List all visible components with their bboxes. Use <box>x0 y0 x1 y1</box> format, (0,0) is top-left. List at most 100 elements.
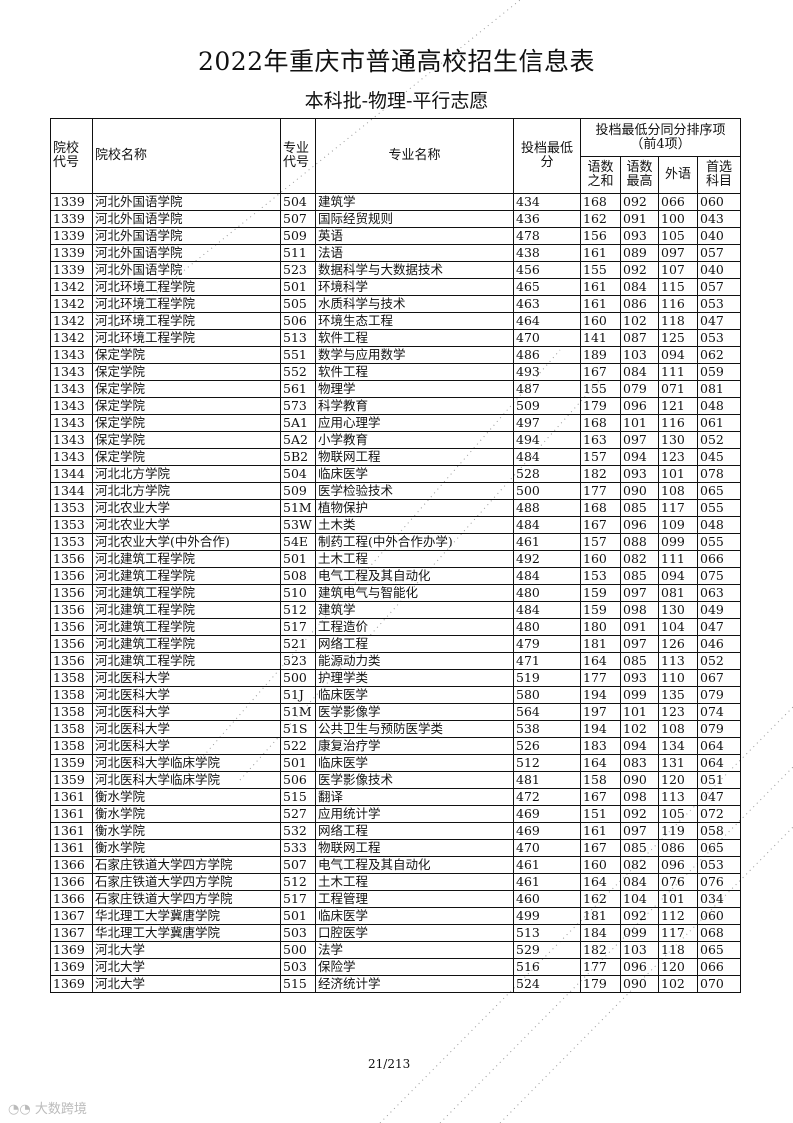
cell-major-code: 513 <box>280 329 316 347</box>
cell-major-code: 54E <box>280 533 316 551</box>
cell-foreign-score: 071 <box>658 380 698 398</box>
cell-yushu-sum: 141 <box>580 329 621 347</box>
cell-yushu-max: 085 <box>620 567 659 585</box>
cell-first-subject-score: 055 <box>696 533 742 551</box>
table-row: 1361 衡水学院 527 应用统计学 469 151 092 105 072 <box>50 805 742 823</box>
cell-major-code: 523 <box>280 652 316 670</box>
cell-min-score: 472 <box>513 788 581 806</box>
cell-school-name: 河北外国语学院 <box>92 193 281 211</box>
cell-major-code: 517 <box>280 890 316 908</box>
cell-first-subject-score: 081 <box>696 380 742 398</box>
cell-first-subject-score: 074 <box>696 703 742 721</box>
cell-school-name: 石家庄铁道大学四方学院 <box>92 856 281 874</box>
cell-foreign-score: 123 <box>658 703 698 721</box>
cell-min-score: 460 <box>513 890 581 908</box>
cell-yushu-sum: 182 <box>580 941 621 959</box>
cell-first-subject-score: 075 <box>696 567 742 585</box>
cell-school-code: 1343 <box>50 448 93 466</box>
cell-yushu-max: 090 <box>620 482 659 500</box>
cell-min-score: 512 <box>513 754 581 772</box>
cell-yushu-max: 104 <box>620 890 659 908</box>
cell-major-name: 国际经贸规则 <box>315 210 514 228</box>
cell-yushu-sum: 164 <box>580 754 621 772</box>
cell-foreign-score: 120 <box>658 958 698 976</box>
cell-yushu-sum: 189 <box>580 346 621 364</box>
cell-major-code: 522 <box>280 737 316 755</box>
cell-major-name: 经济统计学 <box>315 975 514 993</box>
cell-yushu-sum: 161 <box>580 822 621 840</box>
cell-school-name: 河北农业大学 <box>92 516 281 534</box>
cell-yushu-sum: 181 <box>580 635 621 653</box>
cell-foreign-score: 113 <box>658 652 698 670</box>
cell-major-name: 口腔医学 <box>315 924 514 942</box>
table-row: 1361 衡水学院 515 翻译 472 167 098 113 047 <box>50 788 742 806</box>
table-row: 1353 河北农业大学(中外合作) 54E 制药工程(中外合作办学) 461 157 088… <box>50 533 742 551</box>
cell-school-name: 河北大学 <box>92 975 281 993</box>
cell-foreign-score: 111 <box>658 550 698 568</box>
cell-school-name: 保定学院 <box>92 397 281 415</box>
cell-school-name: 保定学院 <box>92 346 281 364</box>
cell-major-name: 应用心理学 <box>315 414 514 432</box>
cell-first-subject-score: 034 <box>696 890 742 908</box>
cell-major-code: 509 <box>280 227 316 245</box>
cell-school-name: 保定学院 <box>92 363 281 381</box>
cell-school-name: 河北农业大学(中外合作) <box>92 533 281 551</box>
cell-min-score: 480 <box>513 618 581 636</box>
cell-foreign-score: 119 <box>658 822 698 840</box>
cell-yushu-sum: 177 <box>580 482 621 500</box>
cell-yushu-max: 094 <box>620 737 659 755</box>
table-row: 1369 河北大学 500 法学 529 182 103 118 065 <box>50 941 742 959</box>
cell-major-name: 临床医学 <box>315 907 514 925</box>
table-row: 1339 河北外国语学院 523 数据科学与大数据技术 456 155 092 107 040 <box>50 261 742 279</box>
cell-school-code: 1353 <box>50 499 93 517</box>
table-row: 1367 华北理工大学冀唐学院 501 临床医学 499 181 092 112 060 <box>50 907 742 925</box>
cell-school-code: 1342 <box>50 329 93 347</box>
cell-yushu-sum: 194 <box>580 720 621 738</box>
cell-major-code: 517 <box>280 618 316 636</box>
cell-min-score: 580 <box>513 686 581 704</box>
cell-min-score: 564 <box>513 703 581 721</box>
cell-school-code: 1344 <box>50 465 93 483</box>
cell-foreign-score: 118 <box>658 941 698 959</box>
cell-school-code: 1366 <box>50 873 93 891</box>
cell-yushu-sum: 158 <box>580 771 621 789</box>
cell-school-name: 河北建筑工程学院 <box>92 584 281 602</box>
cell-yushu-max: 093 <box>620 227 659 245</box>
cell-yushu-sum: 160 <box>580 856 621 874</box>
cell-min-score: 487 <box>513 380 581 398</box>
page-title: 2022年重庆市普通高校招生信息表 <box>197 47 596 76</box>
cell-yushu-sum: 182 <box>580 465 621 483</box>
cell-major-code: 5A1 <box>280 414 316 432</box>
cell-foreign-score: 117 <box>658 924 698 942</box>
cell-foreign-score: 101 <box>658 890 698 908</box>
cell-major-name: 建筑学 <box>315 193 514 211</box>
cell-major-name: 小学教育 <box>315 431 514 449</box>
cell-school-name: 河北建筑工程学院 <box>92 550 281 568</box>
cell-school-name: 河北医科大学 <box>92 703 281 721</box>
cell-foreign-score: 115 <box>658 278 698 296</box>
cell-yushu-sum: 159 <box>580 601 621 619</box>
table-row: 1344 河北北方学院 509 医学检验技术 500 177 090 108 065 <box>50 482 742 500</box>
cell-min-score: 470 <box>513 839 581 857</box>
cell-major-code: 504 <box>280 465 316 483</box>
cell-min-score: 463 <box>513 295 581 313</box>
cell-major-code: 51J <box>280 686 316 704</box>
cell-school-code: 1343 <box>50 397 93 415</box>
cell-foreign-score: 130 <box>658 431 698 449</box>
cell-min-score: 434 <box>513 193 581 211</box>
cell-first-subject-score: 053 <box>696 329 742 347</box>
cell-yushu-sum: 155 <box>580 380 621 398</box>
cell-first-subject-score: 053 <box>696 856 742 874</box>
cell-major-name: 环境生态工程 <box>315 312 514 330</box>
table-row: 1343 保定学院 573 科学教育 509 179 096 121 048 <box>50 397 742 415</box>
table-row: 1356 河北建筑工程学院 512 建筑学 484 159 098 130 049 <box>50 601 742 619</box>
cell-first-subject-score: 049 <box>696 601 742 619</box>
cell-foreign-score: 076 <box>658 873 698 891</box>
cell-foreign-score: 108 <box>658 720 698 738</box>
cell-school-name: 河北环境工程学院 <box>92 329 281 347</box>
cell-school-name: 衡水学院 <box>92 839 281 857</box>
cell-foreign-score: 116 <box>658 414 698 432</box>
cell-min-score: 493 <box>513 363 581 381</box>
cell-major-name: 英语 <box>315 227 514 245</box>
table-row: 1342 河北环境工程学院 501 环境科学 465 161 084 115 057 <box>50 278 742 296</box>
